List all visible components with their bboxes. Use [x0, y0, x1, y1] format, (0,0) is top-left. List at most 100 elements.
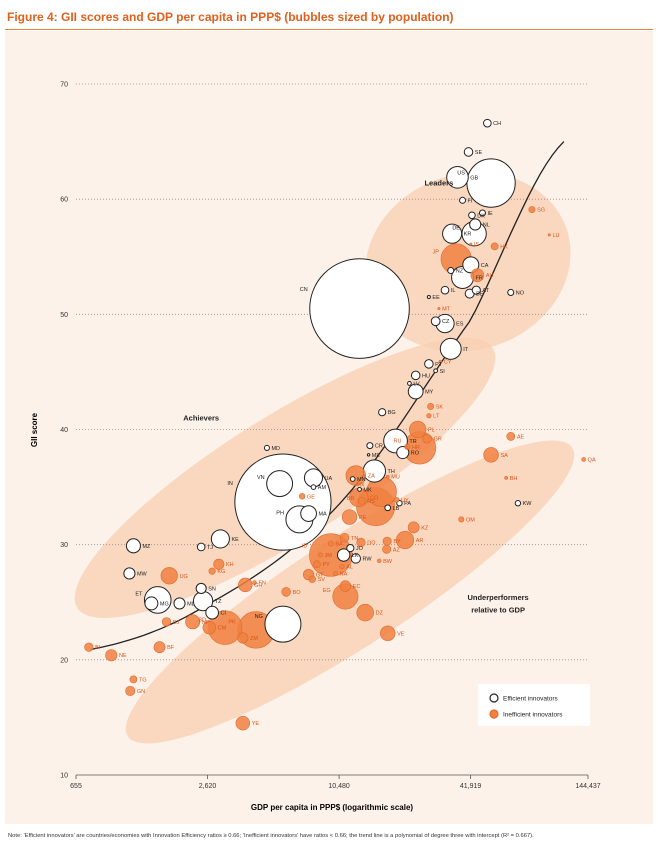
point-label-in: IN: [227, 481, 233, 487]
point-label-ma: MA: [318, 512, 327, 518]
x-axis-label: GDP per capita in PPP$ (logarithmic scal…: [251, 803, 413, 812]
bubble-bi: [84, 642, 94, 652]
bubble-ch: [483, 118, 492, 128]
bubble-dz: [356, 603, 374, 622]
x-tick-label: 41,919: [460, 783, 482, 790]
y-tick-label: 20: [60, 657, 68, 664]
point-label-hk: HK: [500, 244, 508, 250]
bubble-lb: [384, 504, 392, 512]
figure-note: Note: ‘Efficient innovators’ are countri…: [8, 833, 534, 839]
point-label-et: ET: [135, 591, 143, 597]
bubble-qa: [581, 457, 586, 462]
point-label-cn: CN: [300, 287, 308, 293]
bubble-mw: [123, 567, 136, 580]
bubble-ng: [264, 605, 302, 643]
point-label-fr: FR: [476, 275, 483, 281]
point-label-de: DE: [452, 225, 460, 231]
point-label-fi: FI: [468, 198, 473, 204]
bubbles: [84, 118, 586, 731]
point-label-bo: BO: [293, 590, 302, 596]
bubble-ye: [235, 715, 251, 731]
point-label-gt: GT: [316, 573, 324, 579]
bubble-gr: [422, 433, 432, 444]
bubble-au: [470, 268, 485, 282]
point-label-za: ZA: [368, 474, 375, 480]
bubble-ro: [396, 445, 410, 460]
bubble-ae: [506, 432, 516, 441]
bubble-cm: [202, 620, 217, 635]
y-tick-label: 60: [60, 197, 68, 204]
point-label-ae: AE: [517, 434, 525, 440]
point-label-tg: TG: [139, 677, 147, 683]
bubble-am: [310, 484, 317, 490]
point-label-pl: PL: [428, 428, 435, 434]
point-label-jo: JO: [356, 546, 364, 552]
bubble-pl: [409, 420, 427, 439]
y-tick-label: 70: [60, 82, 68, 89]
point-label-pe: PE: [359, 515, 367, 521]
point-label-by: BY: [393, 539, 401, 545]
bubble-lu: [547, 233, 551, 237]
point-label-zm: ZM: [250, 636, 258, 642]
cluster-label: relative to GDP: [471, 606, 525, 615]
bubble-az: [382, 544, 392, 554]
legend-label: Efficient innovators: [503, 696, 559, 703]
point-label-be: BE: [476, 292, 484, 298]
point-label-sa: SA: [500, 453, 508, 459]
bubble-tj: [196, 542, 206, 552]
bubble-py: [313, 560, 321, 569]
bubble-ne: [105, 649, 118, 662]
point-label-id: ID: [302, 544, 308, 550]
bubble-kg: [208, 567, 216, 575]
legend-box: [478, 684, 590, 726]
point-label-sk: SK: [436, 404, 444, 410]
point-label-lt: LT: [433, 414, 440, 420]
bubble-hr: [404, 443, 411, 450]
bubble-ec: [339, 580, 352, 592]
point-label-ml: ML: [187, 601, 195, 607]
bubble-me: [366, 453, 371, 457]
bubble-lv: [407, 381, 412, 386]
point-label-py: PY: [322, 562, 330, 568]
bubble-se: [463, 147, 474, 157]
bubble-nz: [447, 267, 455, 275]
bubble-ca: [462, 256, 480, 274]
point-label-ch: CH: [493, 121, 501, 127]
point-label-al: AL: [346, 565, 353, 571]
point-label-it: IT: [463, 347, 469, 353]
bubble-pt: [424, 359, 434, 369]
point-label-ie: IE: [487, 211, 493, 217]
point-label-at: AT: [482, 288, 489, 294]
point-label-eg: EG: [323, 588, 331, 594]
bubble-fi: [459, 196, 467, 204]
x-tick-label: 2,620: [199, 783, 217, 790]
bubble-bj: [161, 617, 172, 627]
point-label-no: NO: [516, 290, 525, 296]
point-label-rs: RS: [367, 499, 375, 505]
cluster-label: Achievers: [183, 413, 219, 422]
bubble-lk: [336, 548, 351, 562]
point-label-ng: NG: [255, 614, 263, 620]
bubble-cy: [438, 359, 443, 364]
point-label-na: NA: [340, 571, 348, 577]
bubble-bh: [504, 476, 509, 480]
bubble-uy: [393, 496, 400, 503]
point-label-ca: CA: [481, 263, 489, 269]
bubble-mg: [144, 596, 159, 611]
point-label-bd: BD: [198, 618, 206, 624]
bubble-mu: [385, 474, 390, 479]
x-tick-label: 10,480: [328, 783, 350, 790]
point-label-gr: GR: [434, 437, 442, 443]
point-label-il: IL: [451, 288, 456, 294]
point-label-mz: MZ: [142, 544, 151, 550]
point-label-tj: TJ: [207, 545, 213, 551]
y-axis-label: GII score: [30, 412, 39, 447]
bubble-gh: [238, 577, 253, 593]
bubble-it: [439, 337, 462, 360]
bubble-ma: [300, 505, 317, 522]
point-label-nl: NL: [483, 223, 490, 229]
point-label-nz: NZ: [456, 269, 464, 275]
bubble-gn: [125, 685, 136, 696]
point-label-ua: UA: [325, 476, 333, 482]
point-label-ar: AR: [416, 538, 424, 544]
